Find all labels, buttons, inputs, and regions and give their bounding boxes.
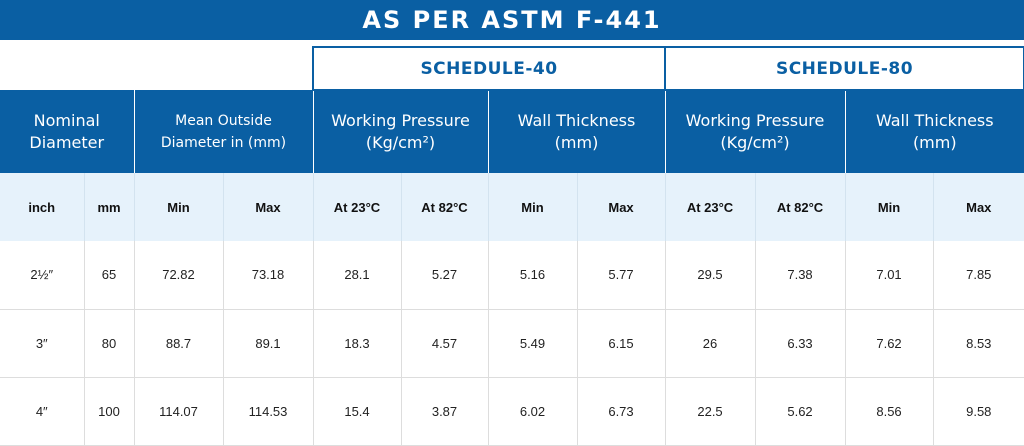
table-cell: 3.87 — [401, 377, 489, 446]
sch80-wall-thickness-header: Wall Thickness (mm) — [845, 90, 1024, 173]
table-cell: 18.3 — [313, 309, 402, 378]
table-cell: 22.5 — [665, 377, 756, 446]
table-cell: 8.53 — [933, 309, 1024, 378]
table-cell: 2½″ — [0, 241, 85, 310]
sch80-wp-line1: Working Pressure — [685, 111, 825, 130]
table-cell: 5.27 — [401, 241, 489, 310]
table-cell: 4″ — [0, 377, 85, 446]
subheader-cell: inch — [0, 173, 85, 241]
subheader-cell: Max — [933, 173, 1024, 241]
subheader-cell: mm — [84, 173, 135, 241]
table-cell: 4.57 — [401, 309, 489, 378]
table-cell: 7.62 — [845, 309, 934, 378]
table-cell: 9.58 — [933, 377, 1024, 446]
table-row: 3″ 80 88.7 89.1 18.3 4.57 5.49 6.15 26 6… — [0, 309, 1024, 378]
page-title: AS PER ASTM F-441 — [0, 0, 1024, 40]
blank-corner — [0, 47, 313, 90]
sch80-wt-line2: (mm) — [912, 133, 957, 152]
sch40-wp-line2: (Kg/cm²) — [365, 133, 436, 152]
table-cell: 80 — [84, 309, 135, 378]
table-cell: 5.62 — [755, 377, 846, 446]
schedule-80-heading: SCHEDULE-80 — [664, 46, 1024, 91]
table-cell: 8.56 — [845, 377, 934, 446]
table-cell: 6.33 — [755, 309, 846, 378]
table-cell: 7.38 — [755, 241, 846, 310]
table-cell: 28.1 — [313, 241, 402, 310]
table-cell: 65 — [84, 241, 135, 310]
table-cell: 89.1 — [223, 309, 314, 378]
subheader-cell: Min — [845, 173, 934, 241]
subheader-row: inch mm Min Max At 23°C At 82°C Min Max … — [0, 173, 1024, 241]
table-cell: 114.07 — [134, 377, 224, 446]
table-cell: 6.15 — [577, 309, 666, 378]
sch40-wt-line1: Wall Thickness — [517, 111, 636, 130]
mean-od-header: Mean Outside Diameter in (mm) — [134, 90, 314, 173]
table-cell: 29.5 — [665, 241, 756, 310]
sch40-working-pressure-header: Working Pressure (Kg/cm²) — [313, 90, 489, 173]
sch40-wt-line2: (mm) — [554, 133, 599, 152]
subheader-cell: At 82°C — [401, 173, 489, 241]
nominal-diameter-header: Nominal Diameter — [0, 90, 135, 173]
subheader-cell: At 23°C — [313, 173, 402, 241]
table-cell: 5.77 — [577, 241, 666, 310]
table-cell: 114.53 — [223, 377, 314, 446]
sch40-wall-thickness-header: Wall Thickness (mm) — [488, 90, 666, 173]
spec-table: SCHEDULE-40 SCHEDULE-80 Nominal Diameter… — [0, 46, 1024, 446]
sch40-wp-line1: Working Pressure — [331, 111, 470, 130]
table-cell: 100 — [84, 377, 135, 446]
table-cell: 72.82 — [134, 241, 224, 310]
subheader-cell: At 82°C — [755, 173, 846, 241]
nominal-diameter-line1: Nominal — [33, 110, 100, 130]
sch80-wt-line1: Wall Thickness — [875, 111, 994, 130]
sch80-wp-line2: (Kg/cm²) — [720, 133, 790, 152]
table-cell: 15.4 — [313, 377, 402, 446]
mean-od-line2: Diameter in (mm) — [160, 134, 287, 151]
table-cell: 7.85 — [933, 241, 1024, 310]
table-cell: 26 — [665, 309, 756, 378]
table-cell: 3″ — [0, 309, 85, 378]
subheader-cell: At 23°C — [665, 173, 756, 241]
schedule-40-heading: SCHEDULE-40 — [311, 46, 667, 91]
subheader-cell: Min — [488, 173, 578, 241]
subheader-cell: Max — [577, 173, 666, 241]
table-cell: 73.18 — [223, 241, 314, 310]
table-cell: 5.49 — [488, 309, 578, 378]
table-cell: 6.73 — [577, 377, 666, 446]
mean-od-line1: Mean Outside — [175, 112, 272, 129]
subheader-cell: Min — [134, 173, 224, 241]
subheader-cell: Max — [223, 173, 314, 241]
sch80-working-pressure-header: Working Pressure (Kg/cm²) — [665, 90, 846, 173]
table-cell: 88.7 — [134, 309, 224, 378]
table-cell: 6.02 — [488, 377, 578, 446]
table-cell: 7.01 — [845, 241, 934, 310]
table-cell: 5.16 — [488, 241, 578, 310]
nominal-diameter-line2: Diameter — [29, 132, 105, 152]
table-row: 4″ 100 114.07 114.53 15.4 3.87 6.02 6.73… — [0, 377, 1024, 446]
table-row: 2½″ 65 72.82 73.18 28.1 5.27 5.16 5.77 2… — [0, 241, 1024, 310]
